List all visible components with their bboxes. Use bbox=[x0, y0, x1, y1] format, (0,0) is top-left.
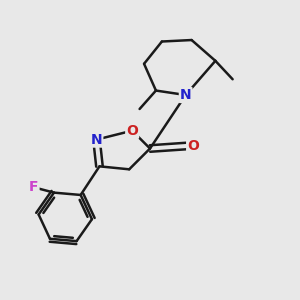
Text: N: N bbox=[180, 88, 191, 102]
Text: F: F bbox=[29, 180, 38, 194]
Text: O: O bbox=[126, 124, 138, 138]
Text: O: O bbox=[187, 139, 199, 152]
Text: N: N bbox=[91, 133, 102, 147]
